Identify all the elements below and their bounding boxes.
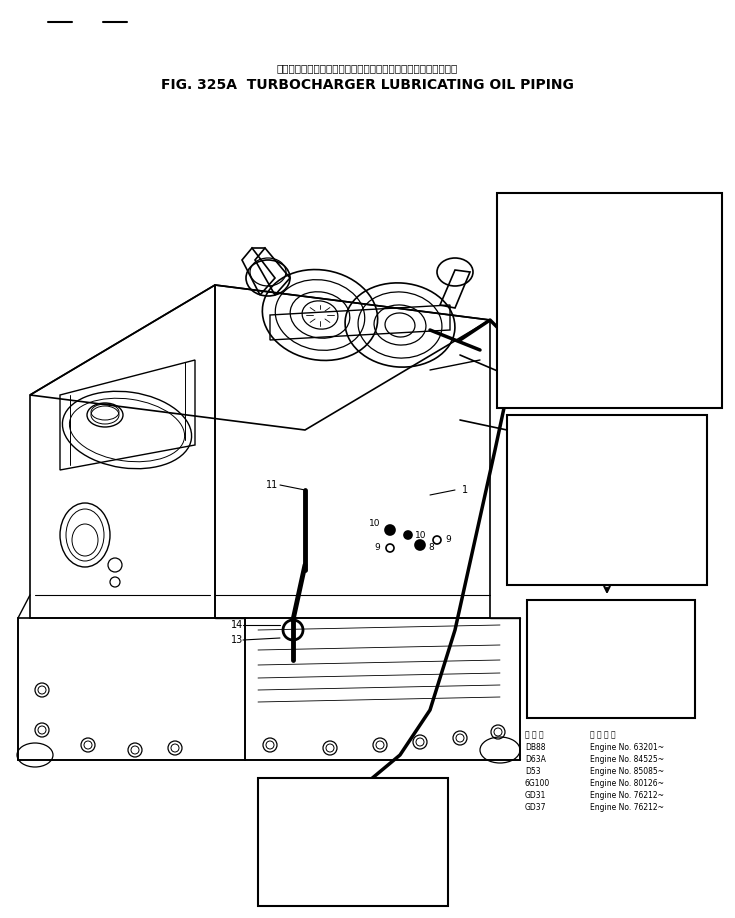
Text: 4: 4 bbox=[323, 842, 329, 852]
Circle shape bbox=[494, 728, 502, 736]
Text: ターボチャージャ　ルーブリケーティング　オイル　パイピング: ターボチャージャ ルーブリケーティング オイル パイピング bbox=[276, 63, 458, 73]
Text: 3: 3 bbox=[348, 850, 356, 860]
Text: 8: 8 bbox=[428, 543, 434, 553]
Text: 11: 11 bbox=[266, 480, 278, 490]
Text: Engine No. 76212~: Engine No. 76212~ bbox=[590, 791, 664, 800]
Text: 18: 18 bbox=[645, 364, 660, 376]
Text: 6: 6 bbox=[645, 208, 653, 221]
Bar bbox=[497, 193, 722, 408]
Text: 13: 13 bbox=[231, 635, 243, 645]
Circle shape bbox=[38, 726, 46, 734]
Text: Engine No. 63201~: Engine No. 63201~ bbox=[590, 743, 664, 752]
Text: Engine No. 80126~: Engine No. 80126~ bbox=[590, 779, 664, 788]
Text: 12: 12 bbox=[659, 619, 674, 632]
Text: 2: 2 bbox=[276, 787, 284, 800]
Text: 参 考 番 号: 参 考 番 号 bbox=[590, 730, 616, 739]
Circle shape bbox=[84, 741, 92, 749]
Text: 10: 10 bbox=[415, 531, 426, 540]
Text: 1: 1 bbox=[462, 485, 468, 495]
Text: 11: 11 bbox=[659, 666, 674, 678]
Text: GD37: GD37 bbox=[525, 803, 547, 812]
Text: 16: 16 bbox=[650, 523, 665, 536]
Text: DB88: DB88 bbox=[525, 743, 545, 752]
Text: 車 系 名: 車 系 名 bbox=[525, 730, 544, 739]
Circle shape bbox=[559, 207, 575, 223]
Text: Engine No. 76212~: Engine No. 76212~ bbox=[590, 803, 664, 812]
Text: D63A: D63A bbox=[525, 755, 546, 764]
Text: 17: 17 bbox=[645, 337, 660, 350]
Text: 15: 15 bbox=[650, 551, 665, 564]
Circle shape bbox=[326, 744, 334, 752]
Bar bbox=[527, 600, 695, 718]
Circle shape bbox=[404, 531, 412, 539]
Text: 12: 12 bbox=[650, 431, 665, 443]
Circle shape bbox=[562, 210, 572, 220]
Circle shape bbox=[291, 844, 309, 862]
Circle shape bbox=[171, 744, 179, 752]
Polygon shape bbox=[568, 665, 593, 703]
Text: 11: 11 bbox=[650, 471, 665, 484]
Circle shape bbox=[415, 540, 425, 550]
Polygon shape bbox=[553, 477, 577, 515]
Bar bbox=[258, 778, 448, 906]
Circle shape bbox=[385, 525, 395, 535]
Circle shape bbox=[38, 686, 46, 694]
Bar bbox=[507, 415, 707, 585]
Text: 5: 5 bbox=[645, 307, 653, 319]
Circle shape bbox=[131, 746, 139, 754]
Circle shape bbox=[416, 738, 424, 746]
Text: 7: 7 bbox=[645, 239, 653, 252]
Text: D53: D53 bbox=[525, 767, 541, 776]
Text: 9: 9 bbox=[374, 543, 380, 553]
Text: Engine No. 85085~: Engine No. 85085~ bbox=[590, 767, 664, 776]
Text: GD31: GD31 bbox=[525, 791, 546, 800]
Text: 6G100: 6G100 bbox=[525, 779, 551, 788]
Text: 10: 10 bbox=[368, 520, 380, 529]
Text: 14: 14 bbox=[231, 620, 243, 630]
Circle shape bbox=[376, 741, 384, 749]
Text: 4: 4 bbox=[296, 834, 304, 844]
Polygon shape bbox=[559, 253, 575, 293]
Circle shape bbox=[456, 734, 464, 742]
Circle shape bbox=[317, 852, 335, 870]
Circle shape bbox=[555, 523, 569, 537]
Ellipse shape bbox=[561, 242, 573, 248]
Text: Engine No. 84525~: Engine No. 84525~ bbox=[590, 755, 664, 764]
Circle shape bbox=[266, 741, 274, 749]
Text: FIG. 325A  TURBOCHARGER LUBRICATING OIL PIPING: FIG. 325A TURBOCHARGER LUBRICATING OIL P… bbox=[160, 78, 573, 92]
Circle shape bbox=[295, 848, 305, 858]
Circle shape bbox=[321, 856, 331, 866]
Circle shape bbox=[558, 526, 566, 534]
Text: 9: 9 bbox=[445, 535, 451, 544]
Text: 1: 1 bbox=[645, 274, 653, 287]
